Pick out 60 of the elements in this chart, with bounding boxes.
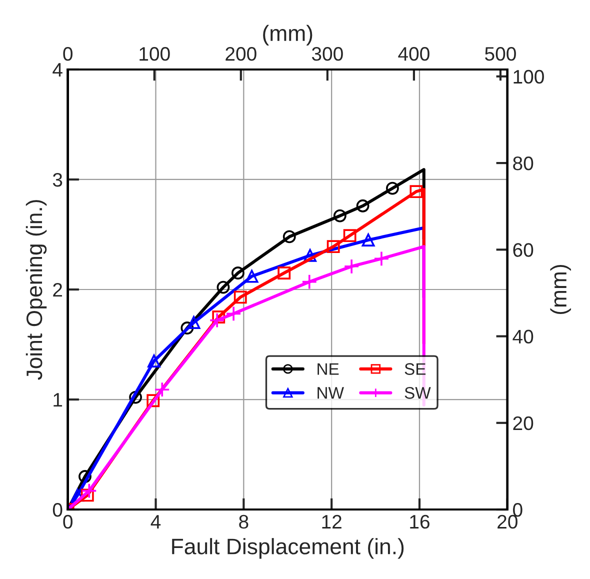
y2-tick-label: 60 <box>513 243 534 257</box>
x2-axis-title: (mm) <box>263 24 312 46</box>
point <box>245 270 258 283</box>
point <box>374 250 390 267</box>
point <box>146 394 160 408</box>
point <box>187 316 200 329</box>
point <box>78 470 92 483</box>
x2-tick-label: 100 <box>140 47 170 61</box>
point <box>304 248 316 262</box>
point <box>231 266 244 280</box>
point <box>209 312 225 328</box>
point <box>148 354 160 368</box>
x-axis-title: Fault Displacement (in.) <box>172 538 404 559</box>
point <box>356 199 370 212</box>
y2-axis-title: (mm) <box>550 264 571 314</box>
y-tick-label: 1 <box>54 393 62 407</box>
point <box>234 290 247 304</box>
point <box>302 274 318 290</box>
x2-tick-label: 400 <box>398 47 430 61</box>
y-tick-label: 4 <box>52 63 62 77</box>
y2-tick-label: 40 <box>512 330 534 344</box>
point <box>278 266 291 280</box>
y2-tick-label: 20 <box>513 416 534 430</box>
point <box>343 229 356 242</box>
x-tick-label: 4 <box>150 515 161 528</box>
point <box>129 390 142 404</box>
point <box>386 182 399 195</box>
x-tick-label: 0 <box>63 514 72 529</box>
point <box>180 322 194 334</box>
x-tick-label: 16 <box>410 514 430 529</box>
y2-tick-label: 100 <box>514 70 544 84</box>
point <box>80 488 94 502</box>
legend-label: NW <box>318 387 344 399</box>
y2-tick-label: 80 <box>513 156 534 170</box>
x-tick-label: 12 <box>322 514 342 528</box>
point <box>282 230 296 244</box>
point <box>333 209 346 222</box>
y-tick-label: 3 <box>52 172 62 187</box>
point <box>326 240 340 254</box>
point <box>212 310 226 324</box>
legend-label: SE <box>404 363 426 375</box>
x2-tick-label: 0 <box>63 47 72 61</box>
x2-tick-label: 200 <box>226 47 256 61</box>
y-axis-title: Joint Opening (in.) <box>26 200 47 380</box>
legend-label: NE <box>318 363 339 375</box>
y-tick-label: 2 <box>53 282 62 297</box>
point <box>226 306 242 322</box>
x2-tick-label: 300 <box>312 47 343 61</box>
point <box>154 382 170 398</box>
point <box>344 258 360 274</box>
y-tick-label: 0 <box>52 502 62 517</box>
point <box>216 280 230 294</box>
x-tick-label: 8 <box>239 514 248 529</box>
y2-tick-label: 0 <box>513 502 522 517</box>
point <box>410 185 423 198</box>
legend-label: SW <box>404 387 431 399</box>
x-tick-label: 20 <box>498 514 518 529</box>
point <box>81 482 98 499</box>
point <box>362 234 375 246</box>
x2-tick-label: 500 <box>485 47 516 61</box>
